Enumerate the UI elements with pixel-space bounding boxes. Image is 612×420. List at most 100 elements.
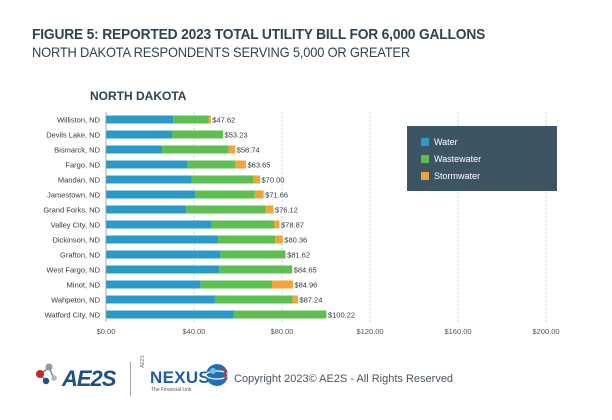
x-tick-label-40: $40.00 bbox=[183, 327, 206, 336]
bar-wastewater-3 bbox=[187, 160, 236, 169]
x-axis: $0.00 $40.00 $80.00 $120.00 $160.00 $200.00 bbox=[97, 112, 560, 336]
data-label-8: $80.36 bbox=[284, 235, 307, 244]
bar-wastewater-12 bbox=[214, 295, 293, 304]
bar-stormwater-11 bbox=[272, 280, 293, 289]
footer: AE2S AE2S NEXUS The Financial Link Copyr… bbox=[0, 352, 612, 412]
bar-stormwater-12 bbox=[292, 295, 298, 304]
data-label-2: $58.74 bbox=[237, 145, 260, 154]
bar-stormwater-3 bbox=[235, 160, 247, 169]
legend-swatch-stormwater bbox=[421, 172, 429, 180]
globe-icon bbox=[205, 364, 229, 386]
aes-logo: AE2S bbox=[32, 358, 116, 393]
legend-background bbox=[407, 126, 557, 191]
data-label-13: $100.22 bbox=[328, 310, 355, 319]
category-label-9: Grafton, ND bbox=[60, 250, 101, 259]
bar-water-8 bbox=[106, 235, 219, 244]
category-label-11: Minot, ND bbox=[67, 280, 101, 289]
bar-wastewater-9 bbox=[220, 250, 286, 259]
data-label-5: $71.66 bbox=[265, 190, 288, 199]
category-label-0: Williston, ND bbox=[57, 115, 101, 124]
bar-water-2 bbox=[106, 145, 163, 154]
aes-logo-text: AE2S bbox=[62, 366, 116, 391]
bar-wastewater-10 bbox=[219, 265, 293, 274]
grid-lines bbox=[193, 112, 547, 322]
data-label-11: $84.96 bbox=[294, 280, 317, 289]
legend-label-water: Water bbox=[434, 137, 458, 147]
x-tick-label-120: $120.00 bbox=[356, 327, 383, 336]
bar-water-10 bbox=[106, 265, 220, 274]
legend-label-wastewater: Wastewater bbox=[434, 154, 481, 164]
data-label-12: $87.24 bbox=[299, 295, 322, 304]
bar-stormwater-0 bbox=[208, 115, 211, 124]
nexus-wordmark: NEXUS bbox=[150, 368, 211, 387]
category-label-5: Jamestown, ND bbox=[47, 190, 101, 199]
bar-wastewater-2 bbox=[162, 145, 229, 154]
copyright-text: Copyright 2023© AE2S - All Rights Reserv… bbox=[234, 373, 454, 385]
chart-area: NORTH DAKOTA Williston, ND Devils Lake, N… bbox=[43, 89, 560, 336]
bar-wastewater-8 bbox=[218, 235, 276, 244]
bar-wastewater-5 bbox=[195, 190, 255, 199]
bar-water-1 bbox=[106, 130, 172, 139]
data-label-0: $47.62 bbox=[212, 115, 235, 124]
data-label-6: $76.12 bbox=[275, 205, 298, 214]
bar-water-12 bbox=[106, 295, 215, 304]
bar-wastewater-4 bbox=[191, 175, 254, 184]
category-labels: Williston, ND Devils Lake, ND Bismarck, ND… bbox=[43, 115, 100, 319]
bar-water-4 bbox=[106, 175, 192, 184]
category-label-6: Grand Forks, ND bbox=[43, 205, 100, 214]
category-label-12: Wahpeton, ND bbox=[51, 295, 100, 304]
data-label-4: $70.00 bbox=[262, 175, 285, 184]
bar-wastewater-7 bbox=[211, 220, 275, 229]
bar-wastewater-1 bbox=[172, 130, 224, 139]
data-label-10: $84.65 bbox=[294, 265, 317, 274]
bar-water-7 bbox=[106, 220, 212, 229]
category-label-3: Fargo, ND bbox=[65, 160, 100, 169]
x-tick-label-200: $200.00 bbox=[532, 327, 559, 336]
category-label-1: Devils Lake, ND bbox=[46, 130, 100, 139]
bar-stormwater-5 bbox=[254, 190, 264, 199]
category-label-8: Dickinson, ND bbox=[52, 235, 100, 244]
legend-label-stormwater: Stormwater bbox=[434, 171, 480, 181]
bar-stormwater-4 bbox=[253, 175, 260, 184]
nexus-logo: AE2S NEXUS The Financial Link bbox=[140, 355, 230, 402]
data-label-3: $63.65 bbox=[248, 160, 271, 169]
molecule-icon bbox=[36, 363, 57, 385]
legend-swatch-water bbox=[421, 138, 429, 146]
bar-stormwater-6 bbox=[265, 205, 274, 214]
bars bbox=[106, 115, 327, 319]
x-tick-label-160: $160.00 bbox=[444, 327, 471, 336]
bar-stormwater-2 bbox=[228, 145, 236, 154]
bar-water-3 bbox=[106, 160, 188, 169]
x-tick-label-0: $0.00 bbox=[97, 327, 116, 336]
bar-water-6 bbox=[106, 205, 187, 214]
bar-water-13 bbox=[106, 310, 234, 319]
bar-wastewater-13 bbox=[233, 310, 327, 319]
nexus-small-text: AE2S bbox=[140, 355, 146, 368]
data-label-1: $53.23 bbox=[225, 130, 248, 139]
category-label-13: Watford City, ND bbox=[45, 310, 101, 319]
data-labels: $47.62 $53.23 $58.74 $63.65 $70.00 $71.66 $76.… bbox=[212, 115, 355, 319]
bar-stormwater-7 bbox=[274, 220, 280, 229]
bar-water-9 bbox=[106, 250, 221, 259]
bar-stormwater-8 bbox=[275, 235, 283, 244]
bar-wastewater-11 bbox=[200, 280, 273, 289]
figure-title: FIGURE 5: REPORTED 2023 TOTAL UTILITY BI… bbox=[32, 26, 486, 43]
legend-swatch-wastewater bbox=[421, 155, 429, 163]
figure-subtitle: NORTH DAKOTA RESPONDENTS SERVING 5,000 O… bbox=[32, 44, 410, 60]
category-label-10: West Fargo, ND bbox=[46, 265, 100, 274]
nexus-tagline: The Financial Link bbox=[151, 387, 192, 393]
data-label-7: $78.87 bbox=[281, 220, 304, 229]
bar-wastewater-0 bbox=[173, 115, 209, 124]
bar-water-0 bbox=[106, 115, 174, 124]
footer-divider bbox=[130, 362, 131, 396]
bar-water-5 bbox=[106, 190, 196, 199]
stacked-bar-chart: NORTH DAKOTA Williston, ND Devils Lake, N… bbox=[43, 89, 560, 336]
chart-title: NORTH DAKOTA bbox=[90, 89, 187, 103]
category-label-4: Mandan, ND bbox=[58, 175, 101, 184]
legend: Water Wastewater Stormwater bbox=[407, 126, 557, 191]
data-label-9: $81.62 bbox=[287, 250, 310, 259]
category-label-7: Valley City, ND bbox=[51, 220, 101, 229]
bar-water-11 bbox=[106, 280, 201, 289]
category-label-2: Bismarck, ND bbox=[54, 145, 100, 154]
bar-wastewater-6 bbox=[186, 205, 266, 214]
